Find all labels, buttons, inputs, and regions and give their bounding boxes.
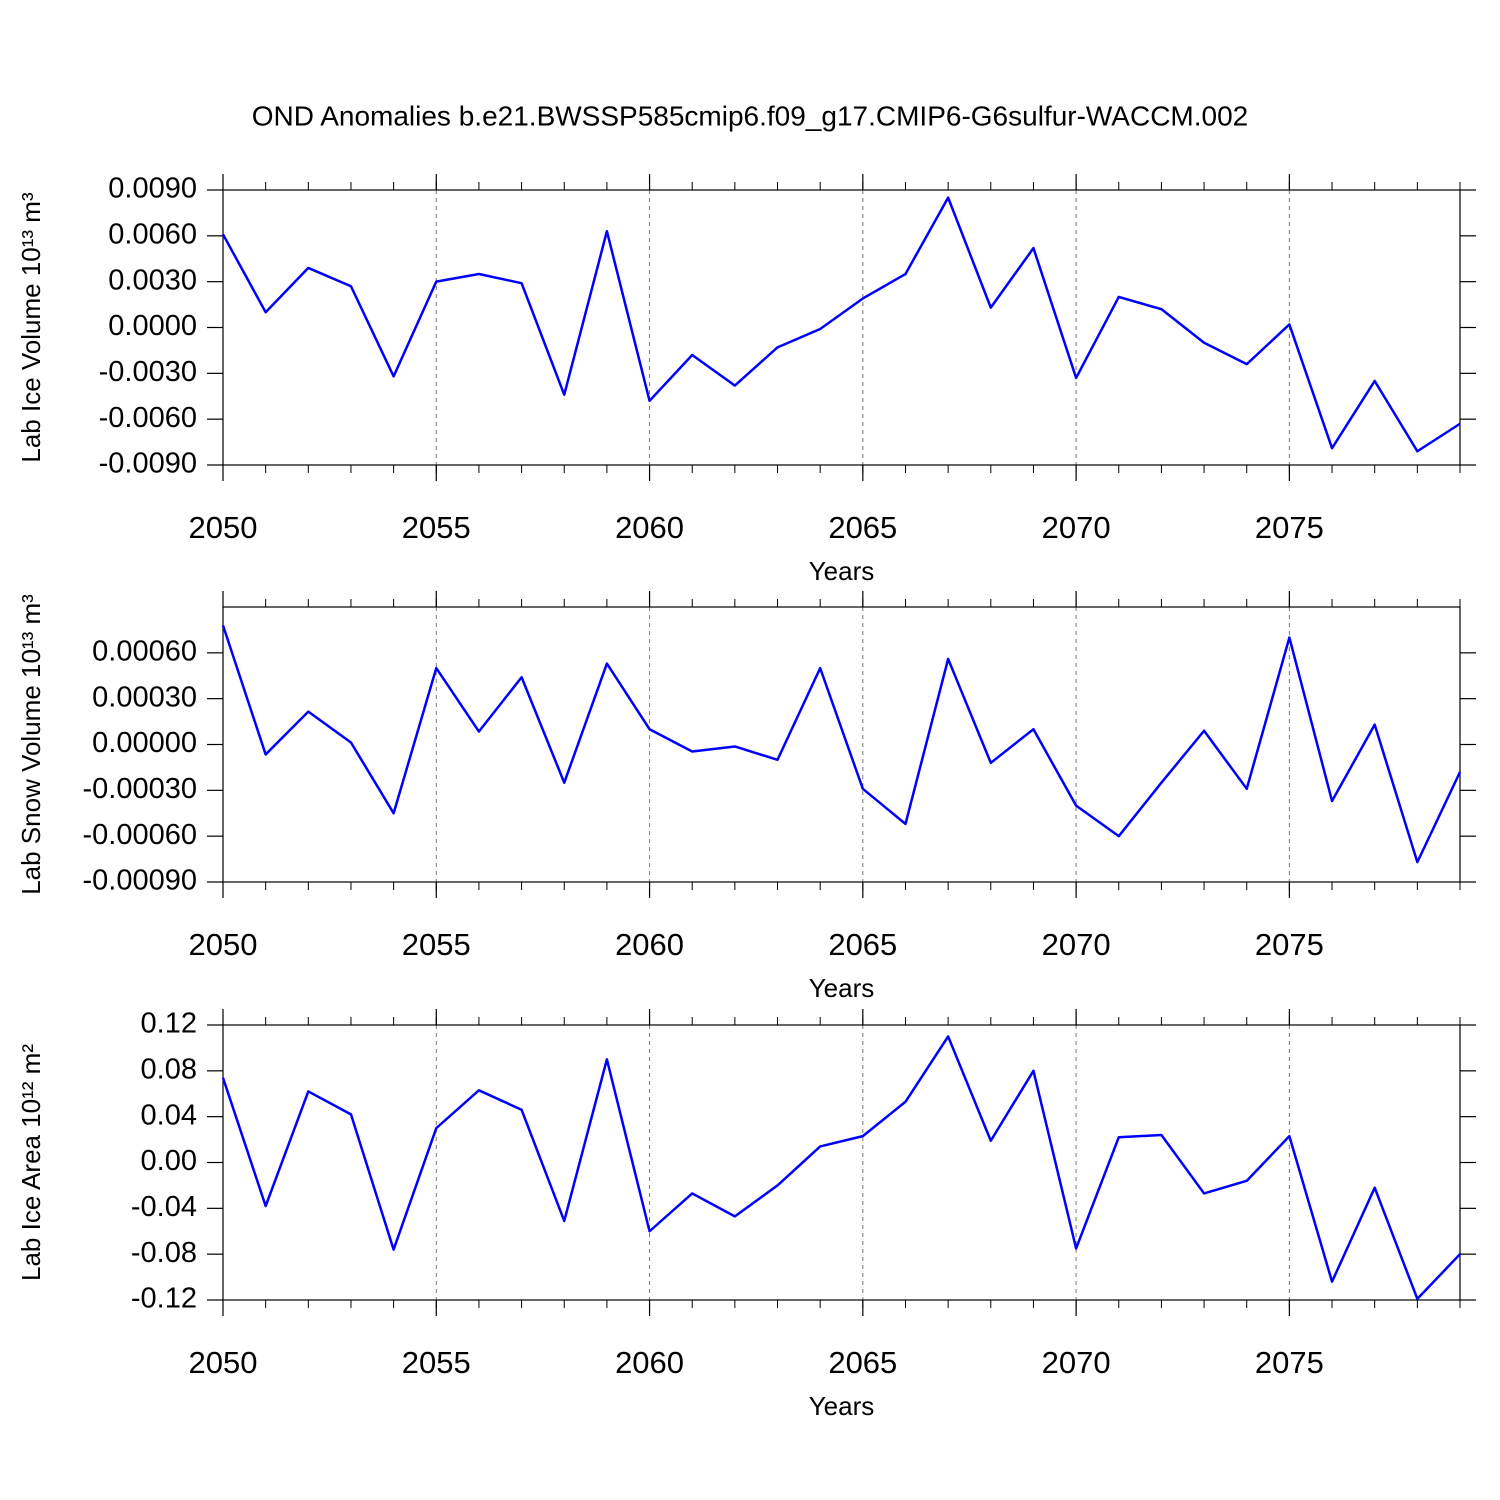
plot-frame bbox=[222, 189, 1461, 466]
x-axis-label: Years bbox=[809, 973, 875, 1003]
plot-frame bbox=[222, 606, 1461, 883]
x-tick-label: 2075 bbox=[1255, 1345, 1324, 1380]
y-axis-label: Lab Snow Volume 10¹³ m³ bbox=[16, 594, 46, 895]
y-tick-label: -0.00060 bbox=[83, 819, 198, 851]
x-tick-label: 2075 bbox=[1255, 927, 1324, 962]
data-line bbox=[221, 624, 1462, 864]
y-tick-label: 0.00030 bbox=[92, 681, 197, 713]
y-tick-label: 0.00 bbox=[141, 1145, 197, 1177]
data-line bbox=[221, 196, 1461, 453]
y-tick-label: 0.00060 bbox=[92, 635, 197, 667]
y-tick-label: -0.0060 bbox=[99, 402, 197, 434]
y-tick-label: -0.08 bbox=[131, 1237, 197, 1269]
y-tick-label: -0.00030 bbox=[83, 773, 198, 805]
x-tick-label: 2060 bbox=[615, 927, 684, 962]
y-tick-label: 0.04 bbox=[141, 1099, 197, 1131]
x-tick-label: 2050 bbox=[189, 510, 258, 545]
y-tick-label: 0.0090 bbox=[108, 173, 197, 205]
y-tick-label: -0.0030 bbox=[99, 356, 197, 388]
y-tick-label: 0.0000 bbox=[108, 310, 197, 342]
data-line bbox=[221, 1035, 1461, 1301]
x-tick-label: 2070 bbox=[1042, 510, 1111, 545]
x-tick-label: 2055 bbox=[402, 510, 471, 545]
y-tick-label: 0.0030 bbox=[108, 264, 197, 296]
x-tick-label: 2050 bbox=[189, 927, 258, 962]
x-tick-label: 2065 bbox=[828, 927, 897, 962]
y-axis-label: Lab Ice Area 10¹² m² bbox=[16, 1044, 46, 1281]
x-tick-label: 2075 bbox=[1255, 510, 1324, 545]
x-tick-label: 2055 bbox=[402, 1345, 471, 1380]
panel: 2050 2055 2060 2065 2070 2075 -0.0090 -0.0060 -0… bbox=[16, 173, 1476, 586]
x-axis-label: Years bbox=[809, 556, 875, 586]
panel: 2050 2055 2060 2065 2070 2075 -0.00090 -0.00060… bbox=[16, 591, 1476, 1003]
x-tick-label: 2055 bbox=[402, 927, 471, 962]
y-tick-label: 0.00000 bbox=[92, 727, 197, 759]
y-tick-label: 0.08 bbox=[141, 1053, 197, 1085]
y-tick-label: -0.04 bbox=[131, 1191, 197, 1223]
x-tick-label: 2050 bbox=[189, 1345, 258, 1380]
panel: 2050 2055 2060 2065 2070 2075 -0.12 -0.08 -0.04 0… bbox=[16, 1008, 1476, 1421]
plot-frame bbox=[222, 1024, 1461, 1301]
x-tick-label: 2065 bbox=[828, 510, 897, 545]
x-tick-label: 2070 bbox=[1042, 1345, 1111, 1380]
y-axis-label: Lab Ice Volume 10¹³ m³ bbox=[16, 192, 46, 463]
y-tick-label: -0.00090 bbox=[83, 865, 198, 897]
x-tick-label: 2060 bbox=[615, 510, 684, 545]
y-tick-label: 0.0060 bbox=[108, 218, 197, 250]
x-axis-label: Years bbox=[809, 1391, 875, 1421]
y-tick-label: 0.12 bbox=[141, 1008, 197, 1040]
figure-title: OND Anomalies b.e21.BWSSP585cmip6.f09_g1… bbox=[252, 100, 1249, 131]
y-tick-label: -0.0090 bbox=[99, 448, 197, 480]
x-tick-label: 2070 bbox=[1042, 927, 1111, 962]
x-tick-label: 2060 bbox=[615, 1345, 684, 1380]
y-tick-label: -0.12 bbox=[131, 1283, 197, 1315]
x-tick-label: 2065 bbox=[828, 1345, 897, 1380]
